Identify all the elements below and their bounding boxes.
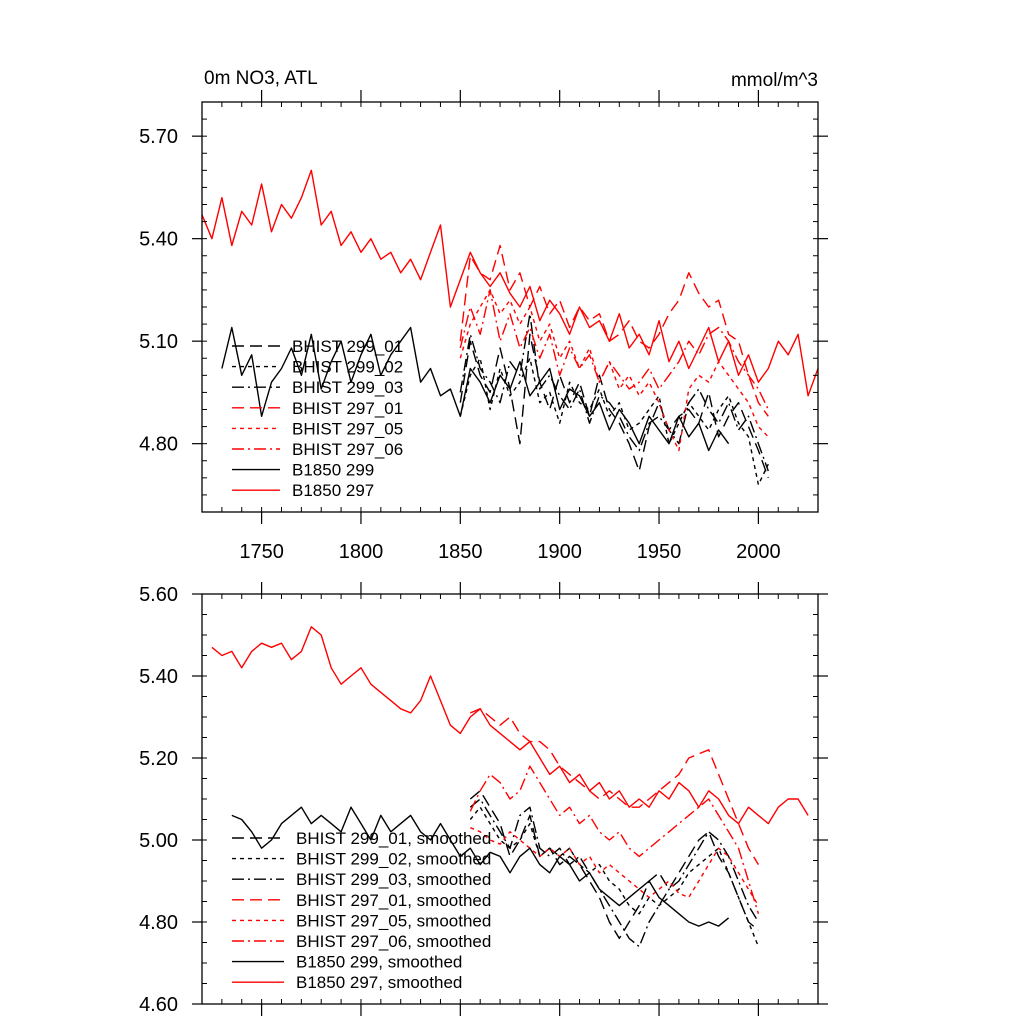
bottom-legend-label-6: BHIST 297_06, smoothed — [296, 932, 491, 951]
top-legend-label-1: BHIST 299_01 — [292, 337, 403, 356]
top-series-line-5 — [459, 289, 769, 452]
bottom-series-line-4 — [470, 708, 759, 865]
top-series-line-1 — [459, 333, 769, 479]
bottom-legend-label-8: B1850 297, smoothed — [296, 973, 462, 992]
bottom-series-line-3 — [469, 798, 759, 948]
top-y-tick-label: 5.40 — [139, 229, 178, 251]
top-y-tick-label: 5.10 — [139, 331, 178, 353]
top-series-line-6 — [459, 289, 769, 410]
bottom-y-tick-label: 5.20 — [139, 748, 178, 770]
top-x-tick-label: 1750 — [239, 541, 284, 563]
top-axis-ticks: 5.70 5.40 5.10 4.80 1750 1800 1850 1900 1950 2000 — [139, 90, 828, 563]
top-x-tick-label: 2000 — [736, 541, 781, 563]
bottom-y-tick-label: 5.60 — [139, 584, 178, 606]
bottom-series-line-8 — [211, 626, 809, 825]
bottom-series-line-5 — [470, 827, 759, 906]
bottom-y-tick-label: 4.80 — [139, 912, 178, 934]
top-legend-label-7: B1850 299 — [292, 461, 374, 480]
top-legend-label-5: BHIST 297_05 — [292, 419, 403, 438]
bottom-y-tick-label: 5.40 — [139, 666, 178, 688]
top-series-group — [201, 169, 819, 486]
top-y-tick-label: 5.70 — [139, 126, 178, 148]
bottom-legend-label-1: BHIST 299_01, smoothed — [296, 829, 491, 848]
bottom-series-line-1 — [469, 790, 759, 940]
top-series-line-8 — [201, 169, 819, 397]
bottom-legend-label-3: BHIST 299_03, smoothed — [296, 870, 491, 889]
bottom-legend-label-4: BHIST 297_01, smoothed — [296, 891, 491, 910]
bottom-legend-label-2: BHIST 299_02, smoothed — [296, 850, 491, 869]
top-panel: 0m NO3, ATL mmol/m^3 5.70 5.40 5.10 4.80 175… — [139, 68, 828, 563]
top-legend-label-3: BHIST 299_03 — [292, 378, 403, 397]
top-series-line-7 — [221, 326, 730, 452]
top-legend-label-4: BHIST 297_01 — [292, 399, 403, 418]
bottom-legend: BHIST 299_01, smoothed BHIST 299_02, smoo… — [232, 829, 491, 992]
top-legend-label-8: B1850 297 — [292, 481, 374, 500]
top-x-tick-label: 1950 — [637, 541, 682, 563]
top-x-tick-label: 1850 — [438, 541, 483, 563]
top-y-tick-label: 4.80 — [139, 434, 178, 456]
top-legend-label-2: BHIST 299_02 — [292, 358, 403, 377]
bottom-series-line-7 — [231, 806, 730, 927]
bottom-legend-label-7: B1850 299, smoothed — [296, 953, 462, 972]
bottom-panel: 5.60 5.40 5.20 5.00 4.80 4.60 BHIST 299_01, s… — [139, 582, 828, 1016]
top-x-tick-label: 1900 — [537, 541, 582, 563]
bottom-axis-ticks: 5.60 5.40 5.20 5.00 4.80 4.60 — [139, 582, 828, 1016]
top-legend-label-6: BHIST 297_06 — [292, 440, 403, 459]
bottom-series-group — [211, 626, 809, 948]
top-series-line-3 — [459, 313, 769, 472]
top-panel-title: 0m NO3, ATL — [204, 68, 318, 89]
bottom-y-tick-label: 4.60 — [139, 994, 178, 1016]
bottom-legend-label-5: BHIST 297_05, smoothed — [296, 911, 491, 930]
top-series-line-2 — [459, 357, 769, 486]
bottom-y-tick-label: 5.00 — [139, 830, 178, 852]
top-panel-units: mmol/m^3 — [731, 70, 818, 91]
bottom-series-line-2 — [469, 806, 760, 947]
top-x-tick-label: 1800 — [339, 541, 384, 563]
top-series-line-4 — [459, 244, 769, 417]
